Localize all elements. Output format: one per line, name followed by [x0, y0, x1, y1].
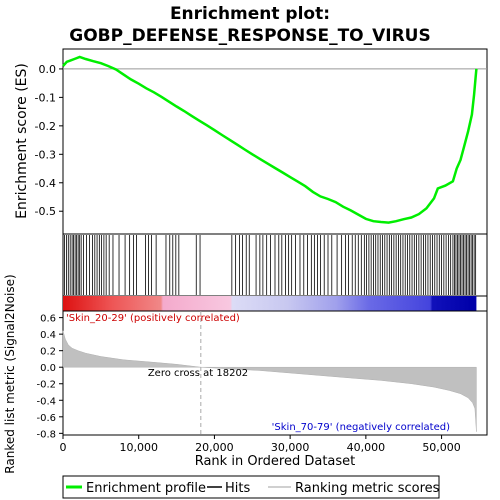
negative-correlation-label: 'Skin_70-79' (negatively correlated) — [272, 422, 450, 433]
chart-title-line-1: Enrichment plot: — [170, 4, 330, 24]
x-tick-label: 0 — [60, 441, 67, 454]
legend-box — [62, 475, 440, 499]
es-y-tick-label: -0.5 — [35, 205, 56, 218]
metric-y-axis-label: Ranked list metric (Signal2Noise) — [3, 274, 17, 473]
es-y-tick-label: 0.0 — [39, 63, 57, 76]
chart-title-line-2: GOBP_DEFENSE_RESPONSE_TO_VIRUS — [69, 26, 430, 46]
metric-y-tick-label: 0.6 — [40, 314, 56, 325]
es-y-tick-label: -0.1 — [35, 91, 56, 104]
metric-y-tick-label: 0.4 — [40, 330, 56, 341]
x-tick-label: 40,000 — [347, 441, 386, 454]
x-tick-label: 30,000 — [271, 441, 310, 454]
x-tick-label: 20,000 — [195, 441, 234, 454]
metric-y-tick-label: 0.0 — [40, 363, 56, 374]
metric-y-tick-label: -0.6 — [36, 413, 56, 424]
legend-enrichment-profile-label: Enrichment profile — [86, 481, 206, 496]
legend-ranking-metric-label: Ranking metric scores — [295, 481, 440, 496]
es-y-tick-label: -0.3 — [35, 148, 56, 161]
metric-y-tick-label: 0.2 — [40, 347, 56, 358]
ranking-metric-area — [62, 330, 477, 432]
metric-y-tick-label: -0.8 — [36, 429, 56, 440]
legend-hits-label: Hits — [225, 481, 250, 496]
zero-cross-label: Zero cross at 18202 — [148, 368, 248, 379]
ranking-color-bar — [63, 296, 477, 311]
es-y-tick-label: -0.4 — [35, 177, 56, 190]
x-axis-label: Rank in Ordered Dataset — [195, 454, 356, 469]
es-y-tick-label: -0.2 — [35, 120, 56, 133]
x-tick-label: 10,000 — [119, 441, 158, 454]
metric-y-tick-label: -0.4 — [36, 396, 56, 407]
positive-correlation-label: 'Skin_20-29' (positively correlated) — [66, 313, 240, 324]
enrichment-profile-line — [62, 55, 478, 224]
es-y-axis-label: Enrichment score (ES) — [14, 63, 30, 219]
x-tick-label: 50,000 — [422, 441, 461, 454]
metric-y-tick-label: -0.2 — [36, 380, 56, 391]
